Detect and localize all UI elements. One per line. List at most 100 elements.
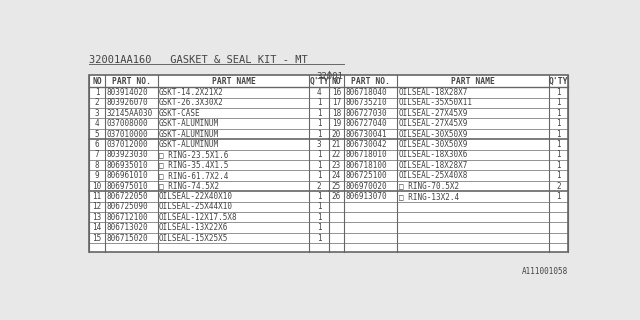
Text: 8: 8 <box>95 161 99 170</box>
Text: 1: 1 <box>317 223 321 232</box>
Text: OILSEAL-18X28X7: OILSEAL-18X28X7 <box>399 161 468 170</box>
Text: □ RING-35.4X1.5: □ RING-35.4X1.5 <box>159 161 228 170</box>
Text: GSKT-ALUMINUM: GSKT-ALUMINUM <box>159 119 219 128</box>
Text: 037012000: 037012000 <box>106 140 148 149</box>
Text: GSKT-ALUMINUM: GSKT-ALUMINUM <box>159 130 219 139</box>
Text: 10: 10 <box>92 181 102 190</box>
Text: □ RING-74.5X2: □ RING-74.5X2 <box>159 181 219 190</box>
Text: 806727040: 806727040 <box>346 119 387 128</box>
Text: 14: 14 <box>92 223 102 232</box>
Text: GSKT-14.2X21X2: GSKT-14.2X21X2 <box>159 88 224 97</box>
Text: 1: 1 <box>556 140 561 149</box>
Bar <box>90 75 568 252</box>
Text: 1: 1 <box>556 109 561 118</box>
Text: OILSEAL-35X50X11: OILSEAL-35X50X11 <box>399 98 472 108</box>
Text: 1: 1 <box>317 192 321 201</box>
Text: PART NO.: PART NO. <box>111 77 150 86</box>
Text: 22: 22 <box>332 150 341 159</box>
Text: 1: 1 <box>317 98 321 108</box>
Text: 1: 1 <box>556 192 561 201</box>
Text: 1: 1 <box>317 234 321 243</box>
Text: 806730041: 806730041 <box>346 130 387 139</box>
Text: 806725090: 806725090 <box>106 202 148 211</box>
Text: OILSEAL-27X45X9: OILSEAL-27X45X9 <box>399 119 468 128</box>
Text: 6: 6 <box>95 140 99 149</box>
Text: OILSEAL-25X40X8: OILSEAL-25X40X8 <box>399 171 468 180</box>
Text: 1: 1 <box>317 119 321 128</box>
Text: 32001: 32001 <box>316 72 343 81</box>
Text: 1: 1 <box>556 98 561 108</box>
Text: OILSEAL-30X50X9: OILSEAL-30X50X9 <box>399 140 468 149</box>
Text: 7: 7 <box>95 150 99 159</box>
Text: 806713020: 806713020 <box>106 223 148 232</box>
Text: 1: 1 <box>317 213 321 222</box>
Text: Q'TY: Q'TY <box>549 77 568 86</box>
Text: 17: 17 <box>332 98 341 108</box>
Text: 4: 4 <box>317 88 321 97</box>
Text: 806935010: 806935010 <box>106 161 148 170</box>
Text: GSKT-ALUMINUM: GSKT-ALUMINUM <box>159 140 219 149</box>
Text: 18: 18 <box>332 109 341 118</box>
Text: 1: 1 <box>556 171 561 180</box>
Text: □ RING-70.5X2: □ RING-70.5X2 <box>399 181 459 190</box>
Text: 2: 2 <box>556 181 561 190</box>
Text: 803914020: 803914020 <box>106 88 148 97</box>
Text: OILSEAL-18X28X7: OILSEAL-18X28X7 <box>399 88 468 97</box>
Text: 16: 16 <box>332 88 341 97</box>
Text: □ RING-13X2.4: □ RING-13X2.4 <box>399 192 459 201</box>
Text: NO: NO <box>92 77 102 86</box>
Text: 806961010: 806961010 <box>106 171 148 180</box>
Text: 806712100: 806712100 <box>106 213 148 222</box>
Text: 9: 9 <box>95 171 99 180</box>
Text: Q'TY: Q'TY <box>309 77 329 86</box>
Text: OILSEAL-27X45X9: OILSEAL-27X45X9 <box>399 109 468 118</box>
Text: 803923030: 803923030 <box>106 150 148 159</box>
Text: 12: 12 <box>92 202 102 211</box>
Text: OILSEAL-12X17.5X8: OILSEAL-12X17.5X8 <box>159 213 237 222</box>
Text: 803926070: 803926070 <box>106 98 148 108</box>
Text: 1: 1 <box>317 109 321 118</box>
Text: 32001AA160   GASKET & SEAL KIT - MT: 32001AA160 GASKET & SEAL KIT - MT <box>90 55 308 65</box>
Text: OILSEAL-18X30X6: OILSEAL-18X30X6 <box>399 150 468 159</box>
Text: □ RING-23.5X1.6: □ RING-23.5X1.6 <box>159 150 228 159</box>
Text: 806715020: 806715020 <box>106 234 148 243</box>
Text: 1: 1 <box>556 161 561 170</box>
Text: 19: 19 <box>332 119 341 128</box>
Text: A111001058: A111001058 <box>522 267 568 276</box>
Text: OILSEAL-30X50X9: OILSEAL-30X50X9 <box>399 130 468 139</box>
Text: 806722050: 806722050 <box>106 192 148 201</box>
Text: PART NAME: PART NAME <box>451 77 495 86</box>
Text: 1: 1 <box>317 171 321 180</box>
Text: 806718040: 806718040 <box>346 88 387 97</box>
Text: OILSEAL-25X44X10: OILSEAL-25X44X10 <box>159 202 233 211</box>
Text: 806725100: 806725100 <box>346 171 387 180</box>
Text: 1: 1 <box>556 119 561 128</box>
Text: GSKT-26.3X30X2: GSKT-26.3X30X2 <box>159 98 224 108</box>
Text: 037008000: 037008000 <box>106 119 148 128</box>
Text: 806913070: 806913070 <box>346 192 387 201</box>
Text: PART NO.: PART NO. <box>351 77 390 86</box>
Text: 1: 1 <box>317 130 321 139</box>
Text: 806727030: 806727030 <box>346 109 387 118</box>
Text: 25: 25 <box>332 181 341 190</box>
Text: OILSEAL-22X40X10: OILSEAL-22X40X10 <box>159 192 233 201</box>
Text: NO: NO <box>332 77 341 86</box>
Text: 1: 1 <box>317 150 321 159</box>
Text: 806975010: 806975010 <box>106 181 148 190</box>
Text: 3: 3 <box>95 109 99 118</box>
Text: 2: 2 <box>317 181 321 190</box>
Text: 32145AA030: 32145AA030 <box>106 109 152 118</box>
Text: □ RING-61.7X2.4: □ RING-61.7X2.4 <box>159 171 228 180</box>
Text: 3: 3 <box>317 140 321 149</box>
Text: 23: 23 <box>332 161 341 170</box>
Text: 2: 2 <box>95 98 99 108</box>
Text: 4: 4 <box>95 119 99 128</box>
Text: 806718010: 806718010 <box>346 150 387 159</box>
Text: GSKT-CASE: GSKT-CASE <box>159 109 201 118</box>
Text: 037010000: 037010000 <box>106 130 148 139</box>
Text: 15: 15 <box>92 234 102 243</box>
Text: 13: 13 <box>92 213 102 222</box>
Text: 1: 1 <box>317 161 321 170</box>
Text: 20: 20 <box>332 130 341 139</box>
Text: 1: 1 <box>556 130 561 139</box>
